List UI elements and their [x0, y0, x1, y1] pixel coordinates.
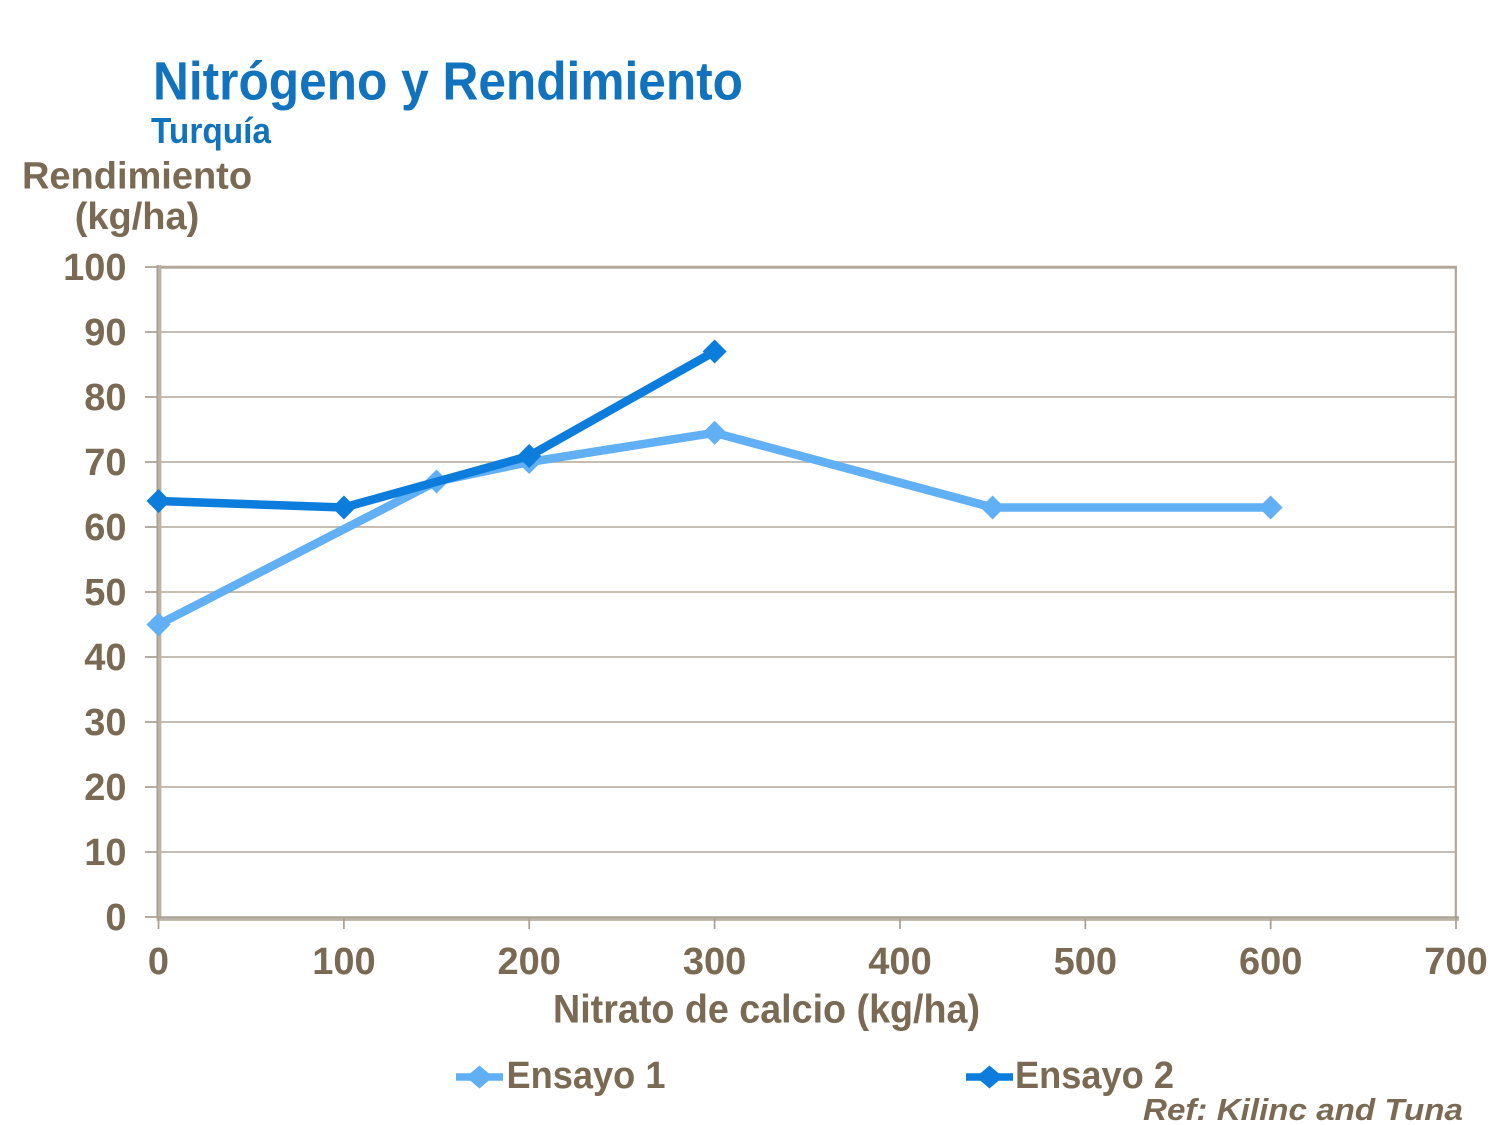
svg-text:Ensayo 2: Ensayo 2: [1015, 1055, 1174, 1097]
svg-text:30: 30: [84, 702, 126, 744]
svg-text:0: 0: [105, 897, 126, 939]
svg-text:100: 100: [63, 247, 126, 289]
svg-text:300: 300: [683, 941, 746, 983]
svg-text:600: 600: [1239, 941, 1302, 983]
svg-text:Nitrógeno y Rendimiento: Nitrógeno y Rendimiento: [153, 52, 743, 112]
svg-text:Turquía: Turquía: [151, 110, 272, 151]
svg-text:20: 20: [84, 767, 126, 809]
svg-text:90: 90: [84, 312, 126, 354]
svg-text:60: 60: [84, 507, 126, 549]
svg-text:Rendimiento: Rendimiento: [22, 156, 252, 198]
svg-text:Ensayo 1: Ensayo 1: [507, 1055, 666, 1097]
svg-text:50: 50: [84, 572, 126, 614]
svg-text:80: 80: [84, 377, 126, 419]
svg-text:500: 500: [1054, 941, 1117, 983]
svg-text:100: 100: [312, 941, 375, 983]
svg-text:70: 70: [84, 442, 126, 484]
svg-text:400: 400: [868, 941, 931, 983]
svg-text:200: 200: [497, 941, 560, 983]
svg-text:700: 700: [1424, 941, 1487, 983]
svg-text:0: 0: [148, 941, 169, 983]
svg-text:(kg/ha): (kg/ha): [75, 196, 200, 238]
svg-text:10: 10: [84, 832, 126, 874]
svg-text:40: 40: [84, 637, 126, 679]
svg-text:Ref: Kilinc and Tuna: Ref: Kilinc and Tuna: [1143, 1092, 1463, 1125]
svg-text:Nitrato de calcio (kg/ha): Nitrato de calcio (kg/ha): [553, 988, 980, 1032]
